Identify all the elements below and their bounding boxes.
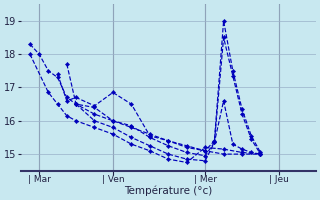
X-axis label: Température (°c): Température (°c): [124, 185, 212, 196]
